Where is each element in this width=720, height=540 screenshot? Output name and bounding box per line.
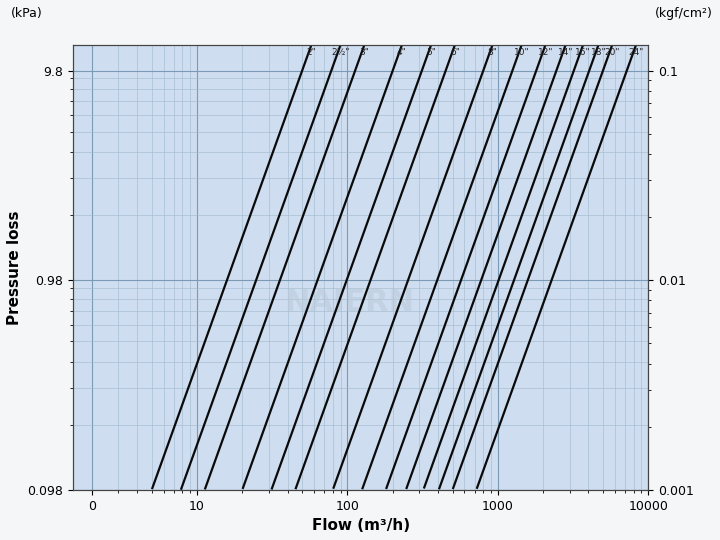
Text: 14": 14": [558, 48, 573, 57]
Text: (kPa): (kPa): [11, 7, 42, 20]
Text: (kgf/cm²): (kgf/cm²): [655, 7, 713, 20]
X-axis label: Flow (m³/h): Flow (m³/h): [312, 518, 410, 533]
Text: 24": 24": [629, 48, 644, 57]
Text: 12": 12": [538, 48, 553, 57]
Text: 16": 16": [575, 48, 591, 57]
Text: 10": 10": [514, 48, 529, 57]
Text: 4": 4": [397, 48, 407, 57]
Y-axis label: Pressure loss: Pressure loss: [7, 210, 22, 325]
Text: 6": 6": [450, 48, 460, 57]
Text: 5": 5": [426, 48, 436, 57]
Text: 3": 3": [359, 48, 369, 57]
Text: 2": 2": [307, 48, 316, 57]
Text: 8": 8": [487, 48, 498, 57]
Text: 18": 18": [590, 48, 606, 57]
Text: 2½": 2½": [331, 48, 350, 57]
Text: NAIERN: NAIERN: [284, 288, 414, 318]
Text: 20": 20": [604, 48, 620, 57]
